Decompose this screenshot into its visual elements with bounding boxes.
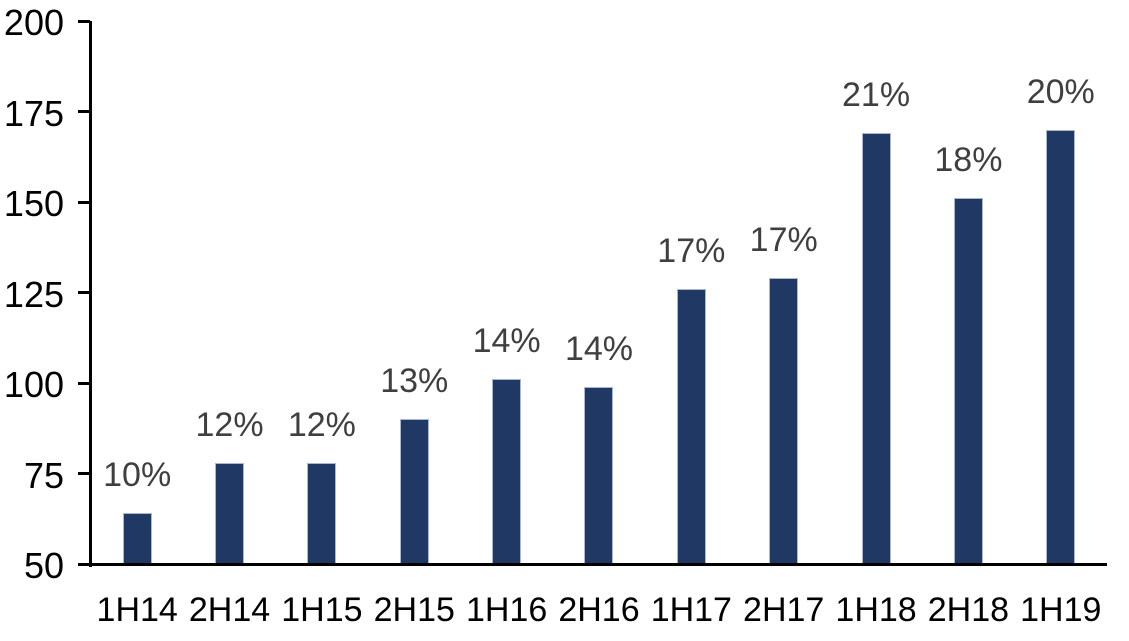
y-tick-label: 50 [23,545,64,586]
bar-1H19 [1046,129,1076,564]
y-tick-label: 125 [3,273,64,315]
x-tick-label: 1H18 [835,591,917,629]
bar-value-label: 12% [195,405,264,444]
x-axis-tick-labels: 1H14 2H14 1H15 2H15 1H16 2H16 1H17 2H17 1H18 2H18… [91,591,1107,630]
y-tick-label: 175 [3,92,64,134]
bar-2H15 [399,419,429,564]
bar-slot-1H16: 14% [460,21,552,564]
x-tick-label: 1H15 [281,591,363,629]
y-tick-label: 150 [3,183,64,224]
x-tick-label: 1H16 [465,591,548,629]
y-tick-mark [78,472,90,475]
bar-slot-1H17: 17% [645,21,737,564]
bar-value-label: 21% [842,76,911,115]
x-tick-label: 2H16 [558,591,640,629]
bar-value-label: 13% [380,362,449,401]
bar-slot-2H14: 12% [183,21,275,564]
bar-slot-2H16: 14% [553,21,645,564]
bar-slot-2H15: 13% [368,21,460,564]
bar-2H18 [953,198,983,564]
bar-slot-1H14: 10% [91,21,183,564]
bar-slot-2H18: 18% [922,21,1014,564]
bar-value-label: 17% [749,221,818,260]
x-tick-label: 2H17 [743,591,825,629]
bar-1H14 [122,513,152,564]
bar-value-label: 18% [934,141,1003,180]
bar-1H17 [676,288,706,564]
y-tick-label: 75 [23,454,64,496]
x-tick-label: 1H17 [650,591,732,629]
bar-1H16 [492,379,522,564]
bar-value-label: 14% [472,322,541,361]
x-tick-label: 1H19 [1020,591,1102,629]
x-tick-label: 2H14 [188,591,271,629]
x-axis-line [78,563,1107,566]
bar-value-label: 14% [564,329,633,368]
bar-2H17 [769,278,799,564]
y-tick-mark [78,200,90,204]
bar-slot-1H15: 12% [276,21,368,564]
y-tick-mark [78,291,90,294]
y-tick-label: 100 [3,364,64,405]
x-tick-label: 2H18 [927,591,1010,629]
bar-value-label: 20% [1026,72,1095,111]
bar-slot-1H18: 21% [830,21,922,564]
bar-1H15 [307,462,337,564]
bar-2H16 [584,386,614,564]
y-tick-label: 200 [3,2,64,43]
x-tick-label: 1H14 [96,591,178,629]
bar-2H14 [215,462,245,564]
bar-value-label: 17% [657,231,726,270]
bar-slot-1H19: 20% [1015,21,1107,564]
y-tick-mark [78,19,90,23]
bar-value-label: 10% [103,456,172,495]
bar-value-label: 12% [287,405,356,444]
bar-1H18 [861,133,891,564]
plot-area: 10% 12% 12% 13% 14% 14% 17% 17% 21% 18% 20% [91,21,1107,564]
x-tick-label: 2H15 [373,591,455,629]
y-tick-mark [78,381,90,385]
y-axis-line [89,21,92,567]
y-tick-mark [78,110,90,113]
bar-slot-2H17: 17% [738,21,830,564]
